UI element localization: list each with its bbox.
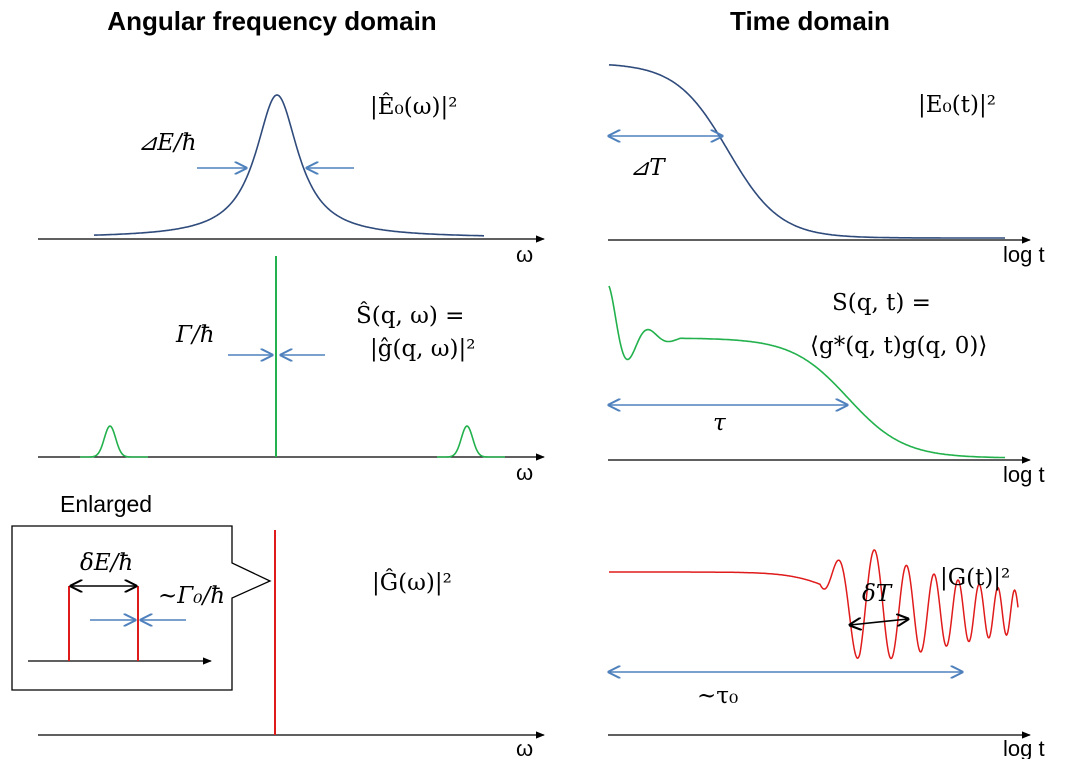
row3-delta-t-label: δT [862,581,893,607]
row1-time-decay-curve [608,64,1005,239]
right-header: Time domain [730,6,890,36]
row3-time-axis-label: log t [1003,736,1045,759]
row3-freq-label: |Ĝ(ω)|² [372,569,452,596]
row1-time-label: |E₀(t)|² [918,92,996,118]
row3-time-beat-curve [609,549,1019,660]
row2-freq-label-line2: |ĝ(q, ω)|² [370,336,476,362]
row2-width-label: Γ/ħ [175,322,215,348]
row3-freq-axis-label: ω [516,736,533,759]
row3-tau0-label: ~τ₀ [697,683,738,709]
row3-delta-t-arrow [850,619,908,625]
row1-width-label: ⊿E/ħ [138,130,197,156]
inset-split-label: δE/ħ [80,550,133,576]
left-header: Angular frequency domain [107,6,436,36]
row1-time-width-label: ⊿T [630,155,666,181]
row1-freq-label: |Ê₀(ω)|² [370,93,457,120]
row2-side-peak-right [437,425,505,458]
row2-freq-label-line1: Ŝ(q, ω) = [356,302,464,329]
row3-time-label: |G(t)|² [940,565,1010,591]
row2-time-label-line2: ⟨g*(q, t)g(q, 0)⟩ [810,333,987,359]
row1-freq-axis-label: ω [516,242,533,267]
row2-freq-axis-label: ω [516,460,533,485]
row2-time-decay-curve [608,285,1006,459]
row2-side-peak-left [80,425,148,458]
row2-time-axis-label: log t [1003,462,1045,487]
enlarged-label: Enlarged [60,491,152,517]
inset-width-label: ~Γ₀/ħ [158,583,225,609]
row2-tau-label: τ [713,410,727,436]
row1-time-axis-label: log t [1003,242,1045,267]
row1-freq-peak-curve [93,94,484,237]
enlarged-callout-box [11,525,272,691]
row2-time-label-line1: S(q, t) = [832,290,931,316]
